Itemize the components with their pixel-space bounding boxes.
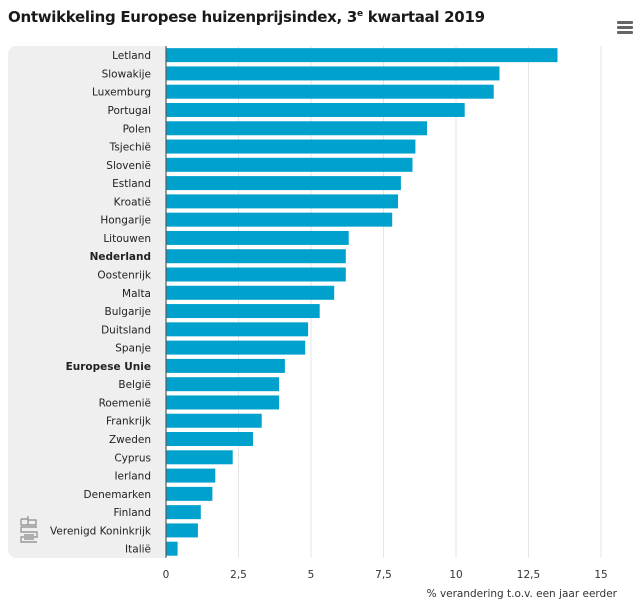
category-label: Polen bbox=[123, 123, 151, 135]
bar[interactable] bbox=[166, 121, 427, 136]
category-label: Estland bbox=[112, 178, 151, 190]
bars bbox=[166, 48, 558, 556]
menu-line bbox=[617, 26, 633, 29]
bar[interactable] bbox=[166, 267, 346, 282]
category-label: Oostenrijk bbox=[97, 270, 152, 282]
x-tick-label: 2,5 bbox=[230, 569, 247, 581]
category-label: Malta bbox=[122, 288, 151, 300]
x-tick-label: 5 bbox=[308, 569, 315, 581]
category-label: Slovenië bbox=[106, 160, 151, 172]
category-label: Hongarije bbox=[100, 215, 151, 227]
bar[interactable] bbox=[166, 377, 280, 392]
chart-title: Ontwikkeling Europese huizenprijsindex, … bbox=[8, 8, 485, 26]
category-label: Bulgarije bbox=[105, 306, 152, 318]
bar[interactable] bbox=[166, 358, 285, 373]
bar[interactable] bbox=[166, 486, 213, 501]
category-label: Duitsland bbox=[101, 324, 151, 336]
category-label: Roemenië bbox=[99, 397, 151, 409]
title-main: Ontwikkeling Europese huizenprijsindex, … bbox=[8, 8, 357, 26]
title-suffix: kwartaal 2019 bbox=[362, 8, 485, 26]
x-tick-label: 0 bbox=[163, 569, 170, 581]
category-label: Verenigd Koninkrijk bbox=[50, 525, 152, 537]
hamburger-menu-icon[interactable] bbox=[617, 21, 633, 35]
category-label: Denemarken bbox=[84, 489, 151, 501]
bar[interactable] bbox=[166, 432, 253, 447]
x-tick-label: 12,5 bbox=[517, 569, 540, 581]
bar[interactable] bbox=[166, 194, 398, 209]
category-label: Kroatië bbox=[114, 196, 151, 208]
menu-line bbox=[617, 21, 633, 24]
bar[interactable] bbox=[166, 157, 413, 172]
title-superscript: e bbox=[357, 9, 363, 19]
category-label: Frankrijk bbox=[106, 416, 152, 428]
category-label: Letland bbox=[112, 50, 151, 62]
bar[interactable] bbox=[166, 230, 349, 245]
x-tick-label: 7,5 bbox=[375, 569, 392, 581]
bar[interactable] bbox=[166, 523, 198, 538]
bar[interactable] bbox=[166, 48, 558, 63]
bar[interactable] bbox=[166, 102, 465, 117]
category-label: Nederland bbox=[90, 251, 151, 263]
x-tick-label: 15 bbox=[594, 569, 607, 581]
cbs-logo-icon bbox=[20, 516, 38, 543]
bar[interactable] bbox=[166, 66, 500, 81]
category-label: België bbox=[118, 379, 151, 391]
bar[interactable] bbox=[166, 212, 393, 227]
bar[interactable] bbox=[166, 395, 280, 410]
bar[interactable] bbox=[166, 176, 401, 191]
bar[interactable] bbox=[166, 249, 346, 264]
x-tick-label: 10 bbox=[449, 569, 462, 581]
category-label: Spanje bbox=[115, 343, 151, 355]
menu-line bbox=[617, 31, 633, 34]
bar[interactable] bbox=[166, 541, 178, 556]
category-label: Europese Unie bbox=[66, 361, 151, 373]
category-label: Luxemburg bbox=[92, 87, 151, 99]
x-axis-label: % verandering t.o.v. een jaar eerder bbox=[427, 588, 618, 600]
bar[interactable] bbox=[166, 340, 306, 355]
x-tick-labels: 0 2,5 5 7,5 10 12,5 15 bbox=[163, 569, 608, 581]
category-labels: Letland Slowakije Luxemburg Portugal Polen Ts… bbox=[50, 50, 152, 556]
bar[interactable] bbox=[166, 505, 201, 520]
category-label: Italië bbox=[125, 544, 151, 556]
bar[interactable] bbox=[166, 450, 233, 465]
category-label: Litouwen bbox=[103, 233, 151, 245]
category-label: Finland bbox=[113, 507, 151, 519]
bar[interactable] bbox=[166, 322, 309, 337]
bar[interactable] bbox=[166, 468, 216, 483]
category-label: Ierland bbox=[114, 471, 151, 483]
bar[interactable] bbox=[166, 285, 335, 300]
bar[interactable] bbox=[166, 304, 320, 319]
bar[interactable] bbox=[166, 413, 262, 428]
category-label: Slowakije bbox=[102, 68, 151, 80]
category-label: Tsjechië bbox=[109, 142, 151, 154]
category-label-panel bbox=[8, 46, 165, 558]
bar[interactable] bbox=[166, 139, 416, 154]
category-label: Cyprus bbox=[114, 452, 151, 464]
bar[interactable] bbox=[166, 84, 494, 99]
category-label: Zweden bbox=[109, 434, 151, 446]
category-label: Portugal bbox=[108, 105, 152, 117]
